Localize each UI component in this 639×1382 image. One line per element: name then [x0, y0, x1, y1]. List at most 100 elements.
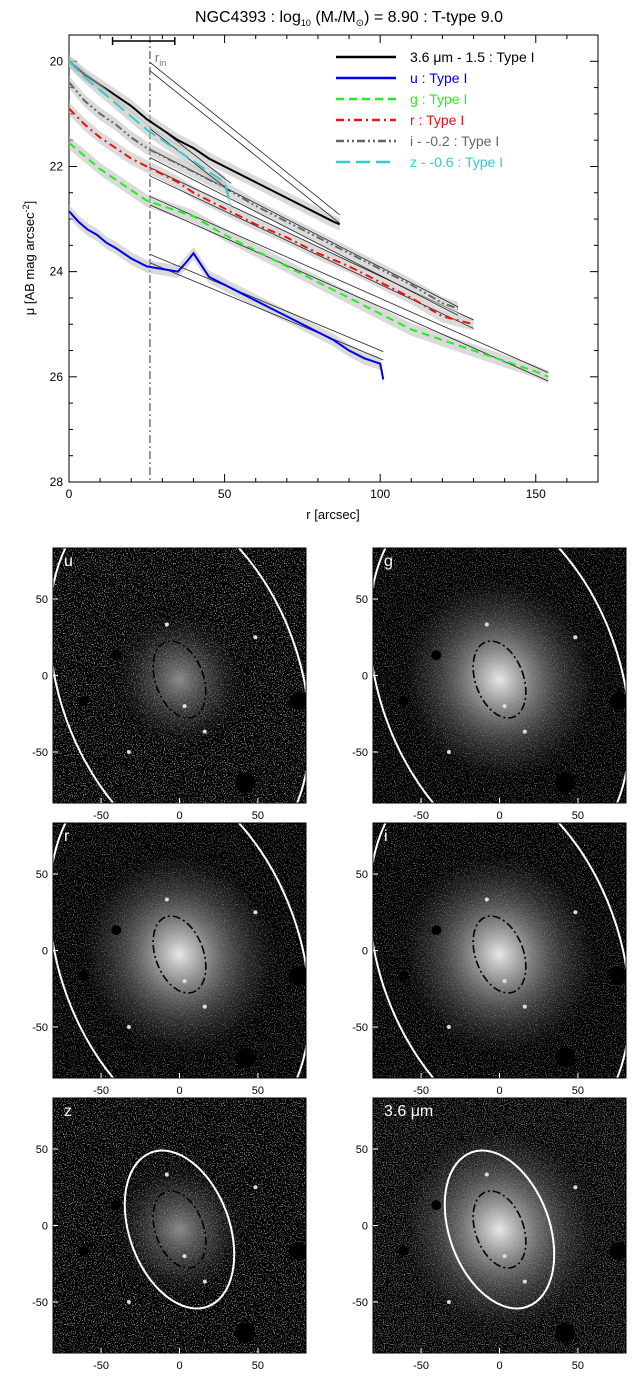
masked-source — [555, 1322, 576, 1343]
legend-label: z - -0.6 : Type I — [410, 154, 503, 170]
point-source — [502, 704, 507, 709]
panel-y-tick-label: 0 — [362, 671, 368, 683]
panel-y-tick-label: 0 — [362, 946, 368, 958]
point-source — [182, 704, 187, 709]
series-error-band — [69, 54, 340, 231]
legend-label: g : Type I — [410, 91, 467, 107]
galaxy-glow — [392, 843, 607, 1066]
point-source — [446, 1300, 451, 1304]
panel-y-tick-label: 50 — [36, 594, 48, 606]
outer-isophote-ellipse — [443, 1149, 556, 1310]
panel-y-tick-label: 50 — [36, 869, 48, 881]
point-source — [253, 910, 258, 915]
point-source — [164, 1172, 169, 1177]
series-line-5 — [68, 60, 232, 207]
panel-y-tick-label: -50 — [32, 1022, 48, 1034]
masked-source — [111, 1200, 122, 1211]
series-fit-line — [149, 204, 549, 382]
point-source — [573, 635, 578, 640]
point-source — [522, 1279, 527, 1284]
panel-x-tick-label: -50 — [93, 1085, 109, 1097]
panel-y-tick-label: 50 — [356, 869, 368, 881]
y-tick-label: 22 — [50, 159, 64, 173]
point-source — [253, 1185, 258, 1190]
series-fit-line — [149, 128, 232, 193]
galaxy-glow — [392, 1118, 607, 1341]
panel-y-tick-label: 0 — [42, 946, 48, 958]
panel-y-tick-label: 50 — [356, 1144, 368, 1156]
masked-source — [78, 1246, 89, 1256]
panel-x-tick-label: 50 — [252, 1085, 264, 1097]
y-tick-label: 28 — [50, 475, 64, 489]
masked-source — [431, 650, 442, 661]
series-error-band — [69, 76, 458, 315]
band-label: u — [64, 553, 73, 570]
point-source — [202, 729, 207, 734]
masked-source — [289, 967, 306, 985]
panel-x-tick-label: 50 — [572, 810, 584, 822]
outer-isophote-ellipse — [373, 823, 626, 1078]
masked-source — [555, 772, 576, 793]
masked-source — [609, 967, 626, 985]
x-tick-label: 150 — [526, 487, 546, 501]
x-axis-label: r [arcsec] — [306, 507, 359, 522]
point-source — [126, 750, 131, 754]
panel-y-tick-label: 0 — [42, 671, 48, 683]
panel-x-tick-label: 0 — [176, 1085, 182, 1097]
image-panel-u: u 50 0 -50 -50 0 50 — [32, 547, 307, 822]
outer-isophote-ellipse — [123, 1149, 236, 1310]
point-source — [484, 897, 489, 902]
panel-x-tick-label: 50 — [572, 1085, 584, 1097]
masked-source — [235, 1322, 256, 1343]
series-fit-line — [149, 119, 232, 184]
panel-x-tick-label: 50 — [252, 810, 264, 822]
galaxy-glow — [104, 601, 255, 758]
image-panel-i: i 50 0 -50 -50 0 50 — [352, 822, 627, 1097]
masked-source — [398, 1246, 409, 1256]
outer-isophote-ellipse — [53, 823, 306, 1078]
point-source — [202, 1279, 207, 1284]
panel-y-tick-label: 50 — [356, 594, 368, 606]
point-source — [164, 897, 169, 902]
panel-x-tick-label: 0 — [496, 810, 502, 822]
masked-source — [78, 696, 89, 706]
panel-y-tick-label: -50 — [32, 747, 48, 759]
masked-source — [289, 1242, 306, 1260]
inner-isophote-ellipse — [152, 640, 207, 719]
point-source — [182, 1254, 187, 1259]
masked-source — [111, 925, 122, 936]
x-tick-label: 50 — [218, 487, 232, 501]
legend-label: r : Type I — [410, 112, 464, 128]
panel-x-tick-label: 50 — [252, 1360, 264, 1372]
masked-source — [431, 1200, 442, 1211]
point-source — [522, 1004, 527, 1009]
panel-y-tick-label: 0 — [42, 1221, 48, 1233]
series-fit-line — [149, 262, 384, 361]
series-fit-line — [149, 62, 340, 216]
legend-label: 3.6 μm - 1.5 : Type I — [410, 49, 535, 65]
point-source — [202, 1004, 207, 1009]
panel-y-tick-label: -50 — [352, 1022, 368, 1034]
panel-y-tick-label: -50 — [32, 1297, 48, 1309]
point-source — [126, 1300, 131, 1304]
band-label: g — [384, 553, 393, 570]
series-error-band — [69, 102, 474, 331]
inner-isophote-ellipse — [152, 915, 207, 994]
point-source — [573, 1185, 578, 1190]
series-error-band — [69, 136, 549, 384]
panel-x-tick-label: -50 — [93, 810, 109, 822]
panel-x-tick-label: 0 — [496, 1085, 502, 1097]
panel-x-tick-label: -50 — [413, 810, 429, 822]
point-source — [446, 1025, 451, 1029]
series-fit-line — [149, 196, 549, 373]
masked-source — [78, 971, 89, 981]
panel-x-tick-label: -50 — [413, 1360, 429, 1372]
masked-source — [431, 925, 442, 936]
image-panel-irac: 3.6 μm 50 0 -50 -50 0 50 — [352, 1097, 627, 1372]
outer-isophote-ellipse — [373, 548, 626, 803]
plot-frame — [68, 34, 599, 483]
y-tick-label: 26 — [50, 370, 64, 384]
panel-x-tick-label: 0 — [176, 810, 182, 822]
panel-x-tick-label: 50 — [572, 1360, 584, 1372]
